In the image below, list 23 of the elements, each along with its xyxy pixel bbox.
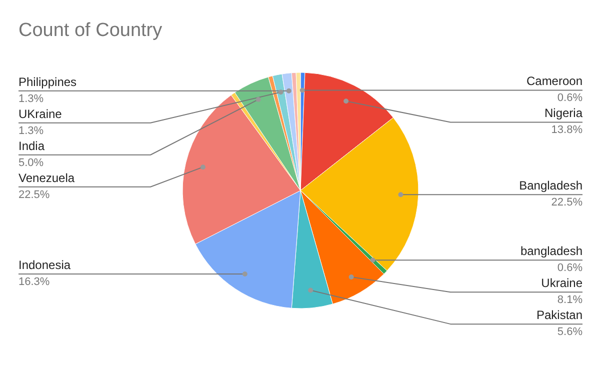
data-label: 0.6%	[557, 92, 583, 104]
data-label: 0.6%	[557, 262, 583, 274]
slice-label: bangladesh	[520, 244, 583, 258]
slice-label: India	[18, 138, 45, 153]
slice-label: Philippines	[18, 74, 77, 89]
data-label: 5.0%	[18, 156, 44, 169]
data-label: 16.3%	[18, 276, 50, 288]
data-label: 1.3%	[18, 92, 44, 105]
slice-label: Ukraine	[541, 276, 583, 290]
slice-label: Nigeria	[544, 106, 583, 120]
data-label: 22.5%	[18, 188, 50, 201]
data-label: 8.1%	[557, 294, 583, 306]
slice-label: Cameroon	[526, 74, 583, 88]
slice-label: Pakistan	[536, 308, 583, 322]
data-label: 22.5%	[551, 196, 583, 209]
data-label: 13.8%	[551, 124, 583, 136]
chart-title: Count of Country	[18, 20, 163, 41]
slice-label: Venezuela	[18, 170, 75, 185]
slice-label: UKraine	[18, 106, 62, 121]
slice-label: Indonesia	[18, 258, 71, 272]
data-label: 1.3%	[18, 124, 44, 137]
data-label: 5.6%	[557, 326, 583, 338]
slice-label: Bangladesh	[519, 178, 583, 193]
